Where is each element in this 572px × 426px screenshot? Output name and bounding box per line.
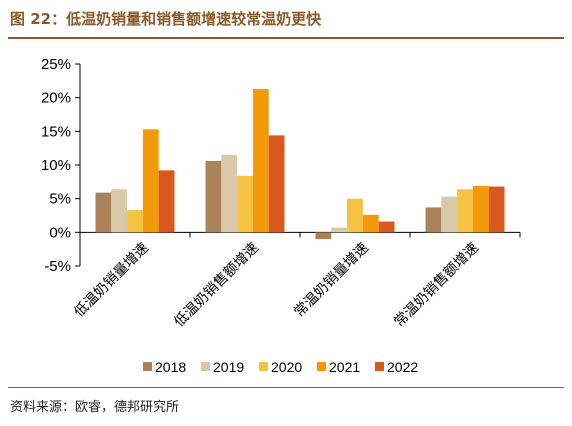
bar-2020 [127, 210, 143, 233]
bar-2021 [142, 129, 159, 233]
x-category-label: 常温奶销量增速 [291, 240, 372, 321]
title-divider [8, 37, 564, 39]
legend-label-2019: 2019 [213, 359, 244, 375]
bar-2019 [441, 196, 458, 233]
legend-label-2021: 2021 [329, 359, 360, 375]
bar-chart: -5% 0% 5% 10% 15% 20% 25% 低温奶销量增速 低温奶销售额增速 常温奶销量… [41, 56, 521, 375]
bar-2022 [158, 170, 175, 233]
legend-swatch-2019 [201, 362, 210, 371]
y-tick-label: -5% [44, 258, 71, 275]
legend-swatch-2022 [375, 362, 384, 371]
bar-2022 [378, 221, 395, 233]
bar-2019 [111, 189, 128, 233]
x-category-label: 低温奶销量增速 [71, 240, 152, 321]
bar-2020 [237, 175, 253, 233]
bar-2018 [95, 192, 112, 233]
legend-label-2020: 2020 [271, 359, 302, 375]
x-category-label: 低温奶销售额增速 [171, 240, 262, 331]
bar-2022 [268, 135, 285, 233]
bar-2018 [315, 232, 332, 240]
bar-2019 [331, 227, 348, 233]
y-tick-label: 20% [41, 90, 71, 107]
legend-label-2022: 2022 [387, 359, 418, 375]
y-tick-label: 10% [41, 157, 71, 174]
y-tick-label: 0% [49, 224, 71, 241]
legend-swatch-2021 [317, 362, 326, 371]
y-tick-label: 25% [41, 56, 71, 73]
bar-2020 [457, 189, 473, 233]
bar-2021 [472, 185, 489, 233]
y-tick-label: 15% [41, 123, 71, 140]
y-tick-label: 5% [49, 191, 71, 208]
legend-swatch-2020 [259, 362, 268, 371]
source-divider [8, 387, 564, 388]
chart-title: 图 22：低温奶销量和销售额增速较常温奶更快 [10, 10, 322, 28]
legend-swatch-2018 [143, 362, 152, 371]
bar-2022 [488, 186, 505, 233]
x-category-label: 常温奶销售额增速 [391, 240, 482, 331]
bar-2018 [425, 207, 442, 233]
bar-2019 [221, 154, 238, 233]
bar-2021 [362, 214, 379, 233]
bar-2018 [205, 160, 222, 233]
bar-2020 [347, 198, 363, 233]
legend-label-2018: 2018 [155, 359, 186, 375]
source-note: 资料来源：欧睿，德邦研究所 [10, 400, 180, 415]
bar-2021 [252, 88, 269, 233]
